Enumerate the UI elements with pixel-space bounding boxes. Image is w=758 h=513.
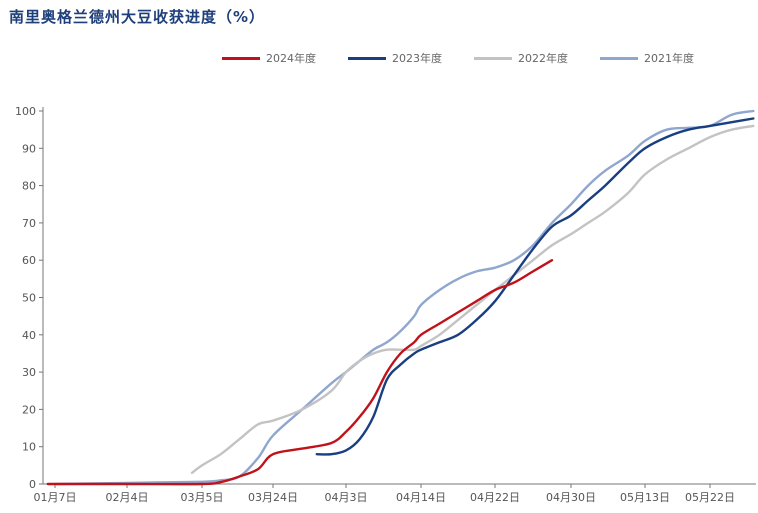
y-tick-label: 60: [22, 254, 36, 267]
legend-item-2022[interactable]: 2022年度: [474, 50, 568, 66]
series-line-2023年度: [315, 117, 755, 456]
y-tick-label: 10: [22, 441, 36, 454]
series-line-2022年度: [190, 124, 755, 474]
y-tick-label: 100: [15, 105, 36, 118]
y-tick-label: 70: [22, 217, 36, 230]
legend-swatch-2022: [474, 56, 512, 60]
y-tick-label: 0: [29, 478, 36, 491]
x-tick-label: 04月30日: [546, 491, 596, 504]
chart-legend: 2024年度 2023年度 2022年度 2021年度: [222, 50, 694, 66]
x-tick-label: 05月13日: [620, 491, 670, 504]
legend-item-2024[interactable]: 2024年度: [222, 50, 316, 66]
y-tick-label: 80: [22, 180, 36, 193]
x-tick-label: 04月14日: [396, 491, 446, 504]
y-tick-label: 90: [22, 142, 36, 155]
series-line-2024年度: [46, 259, 554, 486]
chart-lines: [46, 109, 755, 486]
x-tick-label: 04月3日: [325, 491, 368, 504]
legend-label-2024: 2024年度: [266, 52, 316, 65]
legend-label-2022: 2022年度: [518, 52, 568, 65]
legend-swatch-2024: [222, 56, 260, 60]
chart-axes: 0 10 20 30 40 50 60 70 80 90 100 01月7日 02月4日 03月5日 03月…: [15, 105, 756, 504]
x-tick-label: 03月5日: [181, 491, 224, 504]
legend-label-2021: 2021年度: [644, 52, 694, 65]
x-tick-label: 05月22日: [685, 491, 735, 504]
series-line-2021年度: [53, 109, 755, 486]
legend-swatch-2023: [348, 56, 386, 60]
legend-label-2023: 2023年度: [392, 52, 442, 65]
x-tick-label: 03月24日: [248, 491, 298, 504]
chart-title: 南里奥格兰德州大豆收获进度（%）: [9, 8, 266, 26]
legend-item-2021[interactable]: 2021年度: [600, 50, 694, 66]
legend-swatch-2021: [600, 56, 638, 60]
y-tick-label: 40: [22, 329, 36, 342]
y-tick-label: 50: [22, 292, 36, 305]
x-tick-label: 02月4日: [106, 491, 149, 504]
x-tick-label: 01月7日: [34, 491, 77, 504]
legend-item-2023[interactable]: 2023年度: [348, 50, 442, 66]
x-tick-label: 04月22日: [470, 491, 520, 504]
y-tick-label: 30: [22, 366, 36, 379]
y-tick-label: 20: [22, 403, 36, 416]
